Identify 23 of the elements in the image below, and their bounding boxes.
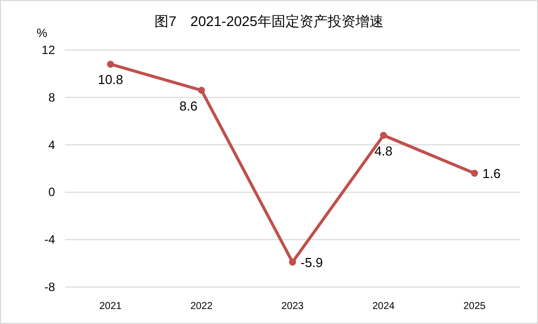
x-tick-label: 2021	[99, 301, 122, 312]
y-tick-label: 12	[42, 43, 56, 57]
y-tick-label: 4	[48, 138, 56, 152]
chart-title: 图7 2021-2025年固定资产投资增速	[154, 13, 384, 29]
data-label: 1.6	[482, 166, 501, 182]
y-tick-label: 8	[48, 90, 56, 104]
x-tick-label: 2024	[372, 301, 396, 312]
x-tick-label: 2025	[463, 301, 486, 312]
x-tick-label: 2022	[190, 301, 214, 312]
y-tick-label: -4	[44, 232, 56, 247]
y-tick-label: 0	[48, 185, 56, 200]
point	[198, 86, 205, 94]
point	[107, 60, 114, 68]
y-tick-label: -8	[44, 280, 56, 294]
x-tick-label: 2023	[281, 301, 304, 312]
data-label: 10.8	[98, 72, 124, 88]
data-label: 8.6	[179, 98, 198, 114]
y-axis-title: %	[36, 26, 48, 40]
data-label: -5.9	[300, 255, 323, 270]
point	[471, 170, 478, 177]
point	[289, 258, 296, 266]
data-label: 4.8	[374, 143, 393, 158]
point	[380, 132, 387, 139]
